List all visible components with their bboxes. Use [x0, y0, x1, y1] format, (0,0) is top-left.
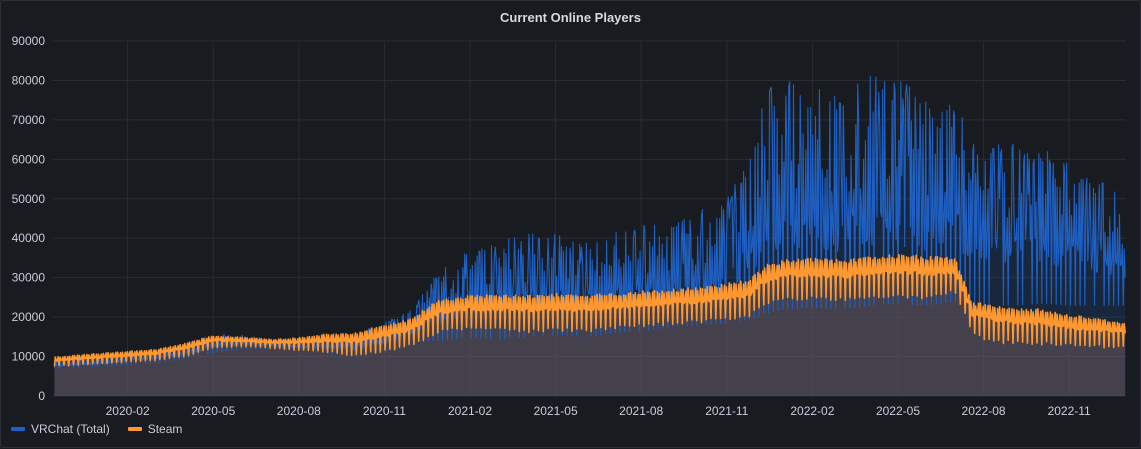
x-tick-label: 2020-05: [191, 404, 235, 418]
x-tick-label: 2020-02: [106, 404, 150, 418]
x-tick-label: 2022-11: [1048, 404, 1091, 418]
x-tick-label: 2021-05: [534, 404, 578, 418]
y-tick-label: 30000: [12, 271, 46, 285]
x-tick-label: 2022-05: [876, 404, 920, 418]
series-layer: [53, 75, 1126, 396]
legend-label: VRChat (Total): [31, 422, 110, 436]
x-tick-label: 2022-02: [790, 404, 834, 418]
y-tick-label: 50000: [12, 192, 46, 206]
y-tick-label: 90000: [12, 34, 46, 48]
legend-label: Steam: [147, 422, 183, 436]
y-tick-label: 40000: [12, 231, 46, 245]
y-axis: 0 10000 20000 30000 40000 50000 60000 70000 8000…: [12, 34, 46, 403]
legend-item-steam[interactable]: Steam: [127, 422, 183, 436]
panel-title: Current Online Players: [500, 10, 641, 25]
y-tick-label: 70000: [12, 113, 46, 127]
steam-area-fill: [54, 254, 1126, 396]
legend-item-vrchat-total[interactable]: VRChat (Total): [11, 422, 110, 436]
y-tick-label: 60000: [12, 152, 46, 166]
x-tick-label: 2021-08: [619, 404, 663, 418]
steam-series-line[interactable]: [53, 253, 1126, 367]
x-axis: 2020-02 2020-05 2020-08 2020-11 2021-02 2021-…: [106, 404, 1091, 418]
legend-swatch: [127, 427, 142, 431]
legend: VRChat (Total) Steam: [11, 422, 182, 436]
x-tick-label: 2020-11: [363, 404, 406, 418]
y-tick-label: 10000: [12, 350, 46, 364]
y-tick-label: 20000: [12, 310, 46, 324]
legend-swatch: [11, 427, 25, 431]
x-tick-label: 2020-08: [277, 404, 321, 418]
y-tick-label: 0: [38, 389, 45, 403]
y-tick-label: 80000: [12, 73, 46, 87]
x-tick-label: 2021-11: [705, 404, 748, 418]
x-tick-label: 2021-02: [448, 404, 492, 418]
x-tick-label: 2022-08: [962, 404, 1006, 418]
